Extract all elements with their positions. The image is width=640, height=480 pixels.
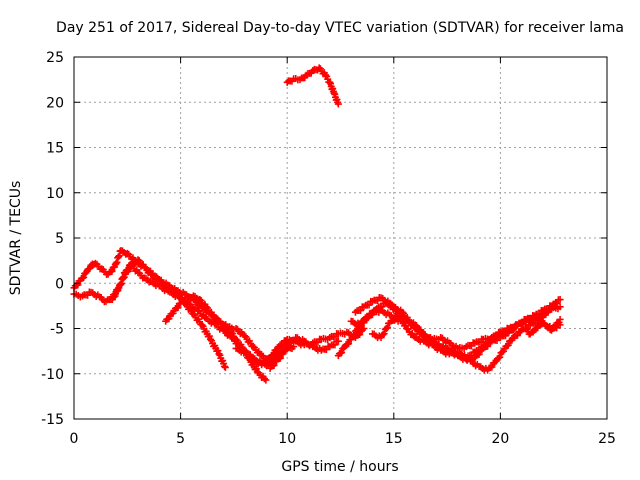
trace-marker <box>491 359 499 367</box>
data-point <box>556 303 564 311</box>
trace-marker <box>349 332 357 340</box>
trace-marker <box>496 353 504 361</box>
data-point <box>232 335 240 343</box>
y-tick-label: 25 <box>46 50 64 66</box>
trace-marker <box>357 306 365 314</box>
data-point <box>206 335 214 343</box>
data-point <box>189 310 197 318</box>
trace-marker <box>80 274 88 282</box>
data-point <box>556 315 564 323</box>
data-point <box>322 71 330 79</box>
y-tick-label: -10 <box>41 367 64 383</box>
trace-marker <box>345 340 353 348</box>
trace-marker <box>331 341 339 349</box>
series-arc-2 <box>70 261 270 384</box>
trace-marker <box>498 348 506 356</box>
trace-marker <box>488 363 496 371</box>
trace-marker <box>108 267 116 275</box>
trace-marker <box>214 347 222 355</box>
x-tick-label: 5 <box>176 431 185 447</box>
data-point <box>334 337 342 345</box>
trace-marker <box>383 324 391 332</box>
data-point <box>556 296 564 304</box>
trace-marker <box>74 281 82 289</box>
data-point <box>241 332 249 340</box>
trace-marker <box>495 354 503 362</box>
trace-marker <box>504 341 512 349</box>
trace-marker <box>220 362 228 370</box>
trace-marker <box>338 349 346 357</box>
trace-marker <box>519 319 527 327</box>
trace-marker <box>276 354 284 362</box>
trace-marker <box>262 359 270 367</box>
data-point <box>334 100 342 108</box>
trace-marker <box>359 326 367 334</box>
x-tick-label: 25 <box>598 431 616 447</box>
data-point <box>198 321 206 329</box>
data-point <box>202 303 210 311</box>
trace-marker <box>390 316 398 324</box>
y-tick-label: 5 <box>55 231 64 247</box>
x-axis-label: GPS time / hours <box>281 459 398 475</box>
trace-marker <box>124 265 132 273</box>
trace-marker <box>513 331 521 339</box>
data-point <box>403 315 411 323</box>
series-arc-7 <box>283 64 342 108</box>
trace-marker <box>380 330 388 338</box>
trace-marker <box>350 331 358 339</box>
x-tick-label: 15 <box>385 431 403 447</box>
trace-marker <box>205 332 213 340</box>
axis-ticks: 0 5 10 15 20 25 -15 -10 -5 0 5 10 15 20 25 <box>41 50 616 447</box>
trace-marker <box>476 346 484 354</box>
series-arc-11 <box>368 310 564 353</box>
trace-marker <box>282 346 290 354</box>
trace-marker <box>378 303 386 311</box>
data-point <box>386 299 394 307</box>
trace-marker <box>382 325 390 332</box>
y-tick-label: 10 <box>46 186 64 202</box>
trace-marker <box>82 269 90 277</box>
trace-marker <box>467 352 475 360</box>
trace-marker <box>544 308 552 316</box>
series-arc-6 <box>266 334 342 372</box>
chart-title: Day 251 of 2017, Sidereal Day-to-day VTE… <box>56 20 624 36</box>
trace-marker <box>379 330 387 338</box>
trace-marker <box>510 325 518 333</box>
grid <box>74 57 607 419</box>
trace-marker <box>475 350 483 358</box>
trace-marker <box>174 304 182 312</box>
trace-marker <box>356 331 364 339</box>
x-tick-label: 0 <box>70 431 79 447</box>
y-tick-label: 15 <box>46 141 64 157</box>
y-tick-label: 0 <box>55 276 64 292</box>
data-point <box>215 350 223 358</box>
x-tick-label: 10 <box>278 431 296 447</box>
y-tick-label: -5 <box>50 322 64 338</box>
trace-marker <box>365 301 373 309</box>
trace-marker <box>111 292 119 300</box>
trace-marker <box>360 319 368 327</box>
trace-marker <box>270 361 278 369</box>
y-tick-label: 20 <box>46 95 64 111</box>
y-tick-label: -15 <box>41 412 64 428</box>
trace-marker <box>368 311 376 319</box>
y-axis-label: SDTVAR / TECUs <box>8 181 24 296</box>
x-tick-label: 20 <box>491 431 509 447</box>
data-point <box>262 376 270 384</box>
trace-marker <box>252 365 260 373</box>
data-point <box>249 343 257 351</box>
series-arc-12 <box>522 315 564 338</box>
data-points <box>70 64 564 384</box>
data-point <box>403 325 411 332</box>
trace-marker <box>260 375 268 383</box>
trace-marker <box>270 350 278 358</box>
data-point <box>221 363 229 371</box>
